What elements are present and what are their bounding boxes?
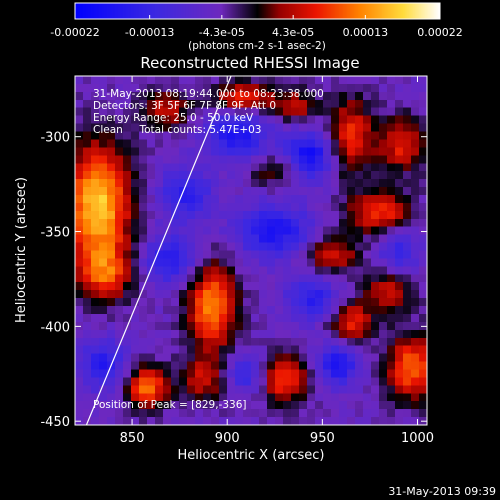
y-axis-ticks: -300 -350 -400 -450	[40, 131, 427, 430]
colorbar-ticks: -0.00022 -0.00013 -4.3e-05 4.3e-05 0.00013 0.…	[50, 15, 463, 39]
info-energy-range: Energy Range: 25.0 - 50.0 keV	[93, 112, 254, 124]
footer-timestamp: 31-May-2013 09:39	[388, 485, 496, 498]
colorbar-tick-label: 0.00013	[343, 26, 389, 39]
plot-frame	[74, 75, 428, 426]
image-info: 31-May-2013 08:19:44.000 to 08:23:38.000…	[93, 88, 324, 136]
colorbar-tick-label: -0.00013	[125, 26, 174, 39]
x-axis-label: Heliocentric X (arcsec)	[178, 448, 325, 463]
colorbar-tick-label: -0.00022	[50, 26, 99, 39]
colorbar-tick-label: -4.3e-05	[199, 26, 245, 39]
x-tick-label: 850	[120, 431, 145, 446]
y-tick-label: -350	[40, 226, 70, 241]
colorbar-tick-label: 4.3e-05	[272, 26, 314, 39]
y-tick-label: -450	[40, 415, 70, 430]
heatmap-image	[75, 76, 427, 425]
chart-title: Reconstructed RHESSI Image	[140, 54, 359, 72]
colorbar: -0.00022 -0.00013 -4.3e-05 4.3e-05 0.00013 0.…	[50, 2, 463, 52]
x-tick-label: 950	[310, 431, 335, 446]
x-tick-label: 900	[215, 431, 240, 446]
y-tick-label: -400	[40, 320, 70, 335]
y-tick-label: -300	[40, 131, 70, 146]
solar-limb-line	[85, 76, 232, 425]
colorbar-tick-label: 0.00022	[417, 26, 463, 39]
peak-position-label: Position of Peak = [829,-336]	[93, 399, 247, 411]
info-detectors: Detectors: 3F 5F 6F 7F 8F 9F, Att 0	[93, 100, 276, 112]
info-time-range: 31-May-2013 08:19:44.000 to 08:23:38.000	[93, 88, 324, 100]
y-axis-label: Heliocentric Y (arcsec)	[14, 177, 29, 323]
colorbar-gradient	[75, 3, 440, 19]
info-clean-counts: Clean Total counts: 5.47E+03	[93, 124, 262, 136]
colorbar-unit-label: (photons cm-2 s-1 asec-2)	[188, 40, 326, 52]
colorbar-frame	[74, 2, 441, 20]
x-axis-ticks: 850 900 950 1000	[120, 76, 434, 446]
x-tick-label: 1000	[401, 431, 434, 446]
